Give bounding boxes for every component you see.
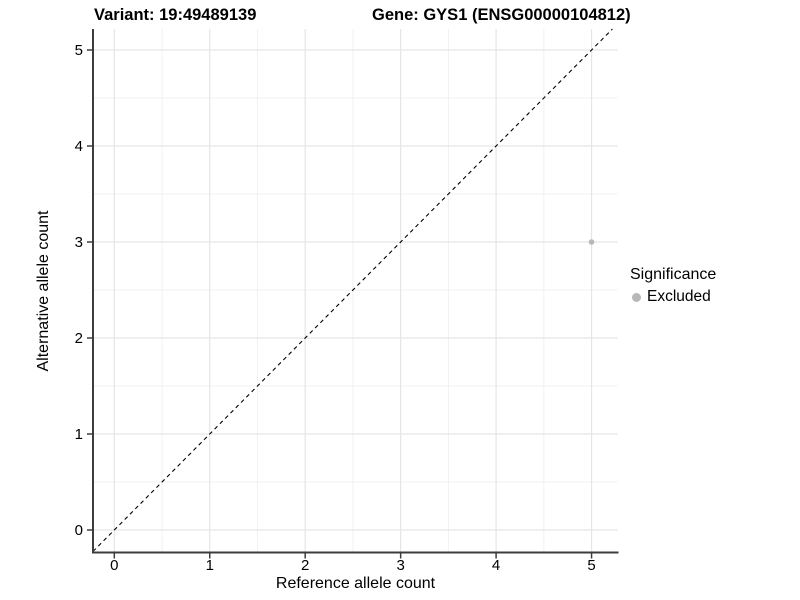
plot-title-variant: Variant: 19:49489139 xyxy=(94,6,257,24)
plot-title-gene: Gene: GYS1 (ENSG00000104812) xyxy=(372,6,631,24)
legend-item-label: Excluded xyxy=(647,288,711,305)
x-tick-label: 1 xyxy=(206,557,214,574)
x-axis-title: Reference allele count xyxy=(275,575,436,592)
x-tick-label: 4 xyxy=(492,557,500,574)
x-tick-label: 2 xyxy=(301,557,309,574)
legend-title: Significance xyxy=(630,266,717,283)
y-tick-label: 5 xyxy=(75,42,83,59)
x-tick-label: 5 xyxy=(587,557,595,574)
identity-reference-line xyxy=(92,28,613,552)
legend-item-excluded: Excluded xyxy=(630,288,716,306)
x-tick-label: 0 xyxy=(110,557,118,574)
y-tick-label: 4 xyxy=(75,138,83,155)
y-axis-title: Alternative allele count xyxy=(35,210,52,372)
data-point xyxy=(588,239,595,245)
x-tick-label: 3 xyxy=(396,557,404,574)
legend: Significance Excluded xyxy=(630,266,716,306)
y-tick-label: 3 xyxy=(75,234,83,251)
y-tick-label: 0 xyxy=(75,522,83,539)
legend-point-swatch-icon xyxy=(632,292,641,302)
y-tick-label: 1 xyxy=(75,426,83,443)
y-tick-label: 2 xyxy=(75,330,83,347)
